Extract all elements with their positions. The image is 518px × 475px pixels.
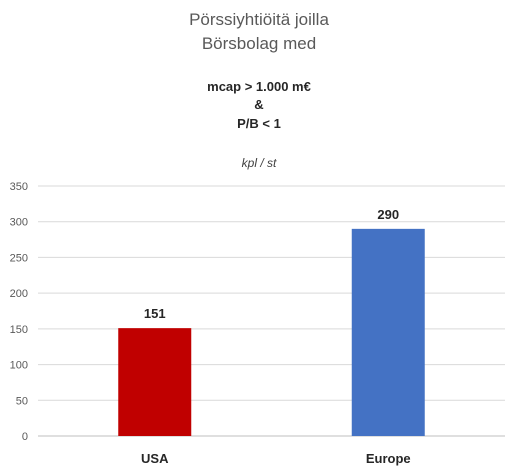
chart-subtitle-line-3: P/B < 1 — [237, 116, 281, 131]
bar-europe — [351, 228, 425, 436]
y-tick-label: 300 — [10, 217, 28, 229]
chart-title-line-2: Börsbolag med — [201, 34, 317, 53]
y-tick-label: 100 — [10, 360, 28, 372]
y-tick-label: 50 — [16, 395, 28, 407]
data-label: 290 — [377, 207, 399, 222]
unit-label: kpl / st — [241, 156, 277, 170]
x-tick-label: USA — [141, 451, 169, 466]
chart-subtitle-line-2: & — [254, 97, 264, 112]
y-tick-label: 350 — [10, 181, 28, 193]
data-label: 151 — [144, 306, 166, 321]
y-tick-label: 200 — [10, 288, 28, 300]
y-tick-label: 250 — [10, 252, 28, 264]
x-tick-label: Europe — [366, 451, 411, 466]
bar-usa — [118, 328, 192, 436]
chart-title-line-1: Pörssiyhtiöitä joilla — [189, 10, 329, 29]
chart-subtitle-line-1: mcap > 1.000 m€ — [207, 79, 311, 94]
y-tick-label: 150 — [10, 324, 28, 336]
y-tick-label: 0 — [22, 431, 28, 443]
